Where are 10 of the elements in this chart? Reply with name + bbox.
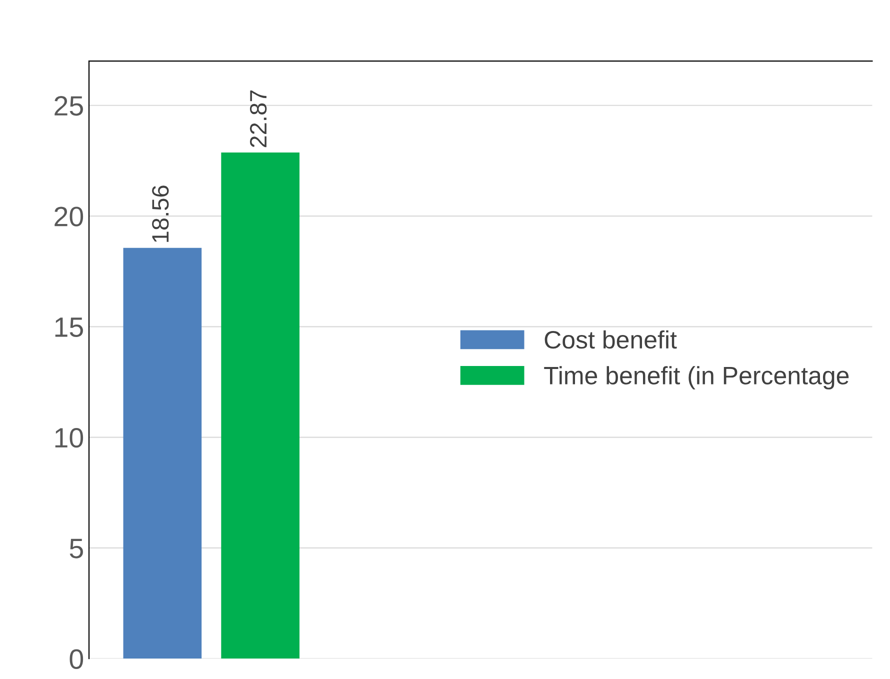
legend-label: Time benefit (in Percentage [544,366,849,390]
data-label: 18.56 [152,186,169,242]
y-tick-label: 10 [55,428,84,448]
y-tick-label: 0 [70,649,84,669]
y-tick-label: 20 [54,206,84,226]
data-label: 22.87 [250,90,267,148]
legend-label: Cost benefit [544,330,677,349]
y-tick-label: 5 [70,538,83,558]
y-tick-label: 25 [54,96,83,116]
y-tick-label: 15 [55,318,83,338]
